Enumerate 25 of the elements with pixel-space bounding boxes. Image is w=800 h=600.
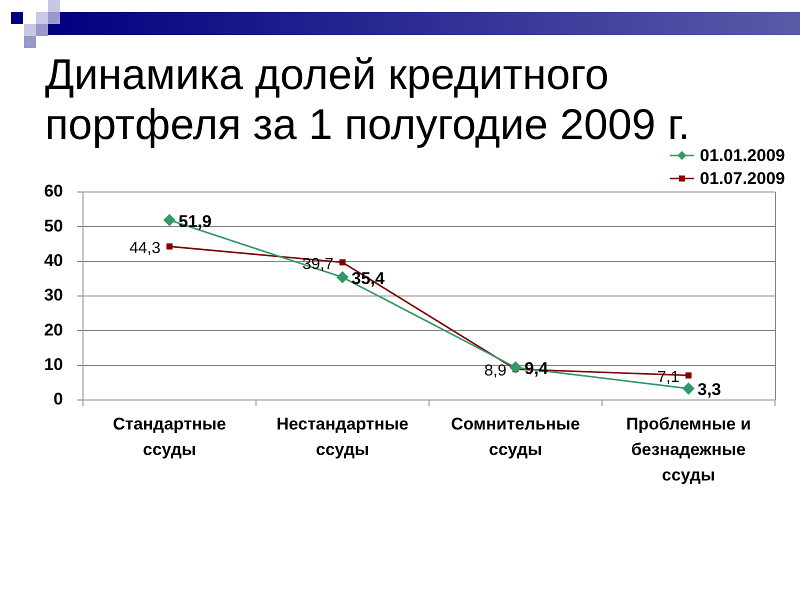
point xyxy=(682,382,694,394)
data-label: 51,9 xyxy=(178,212,212,231)
chart-title: Динамика долей кредитного портфеля за 1 полугодие 2009 г. xyxy=(45,51,690,149)
y-tick-label: 20 xyxy=(44,320,63,340)
point xyxy=(164,214,176,226)
y-tick-label: 60 xyxy=(44,182,63,201)
legend-label: 01.07.2009 xyxy=(700,169,786,188)
data-label: 44,3 xyxy=(129,240,161,257)
point xyxy=(336,271,348,284)
point xyxy=(510,362,522,374)
y-tick-label: 50 xyxy=(44,216,63,236)
y-tick-label: 0 xyxy=(54,390,63,409)
point xyxy=(685,372,692,378)
x-tick-label: Стандартные ссуды xyxy=(112,414,226,459)
data-label: 3,3 xyxy=(698,380,722,400)
x-tick-label: Сомнительные ссуды xyxy=(450,414,580,459)
legend-label: 01.01.2009 xyxy=(700,146,786,166)
y-tick-label: 10 xyxy=(44,355,63,374)
y-tick-label: 40 xyxy=(44,251,63,270)
point xyxy=(166,243,173,250)
data-label: 8,9 xyxy=(484,362,507,380)
point xyxy=(339,259,346,266)
y-tick-label: 30 xyxy=(44,286,63,305)
x-tick-label: Проблемные и безнадежные ссуды xyxy=(626,414,751,484)
x-tick-label: Нестандартные ссуды xyxy=(276,414,408,459)
